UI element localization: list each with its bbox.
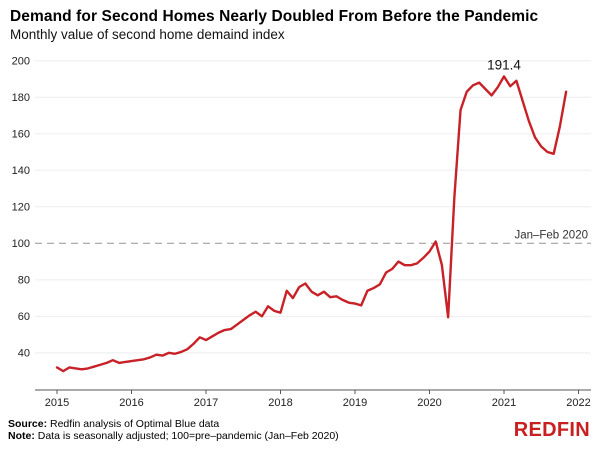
source-line: Source: Redfin analysis of Optimal Blue … xyxy=(8,418,339,430)
x-axis-label: 2021 xyxy=(492,397,516,409)
y-axis-label: 40 xyxy=(18,348,30,360)
x-axis-label: 2015 xyxy=(45,397,69,409)
y-axis-label: 140 xyxy=(12,165,30,177)
x-axis-label: 2022 xyxy=(566,397,590,409)
chart-header: Demand for Second Homes Nearly Doubled F… xyxy=(10,7,538,43)
redfin-logo: REDFIN xyxy=(513,419,590,441)
y-axis-label: 200 xyxy=(12,56,30,68)
peak-annotation: 191.4 xyxy=(487,57,521,72)
y-axis-label: 80 xyxy=(18,275,30,287)
y-axis-label: 120 xyxy=(12,202,30,214)
x-axis-label: 2017 xyxy=(194,397,218,409)
chart-footnote: Source: Redfin analysis of Optimal Blue … xyxy=(8,418,339,442)
y-axis-label: 100 xyxy=(12,238,30,250)
y-axis-label: 160 xyxy=(12,129,30,141)
x-axis-label: 2016 xyxy=(119,397,143,409)
y-axis-label: 180 xyxy=(12,92,30,104)
demand-line xyxy=(55,75,568,373)
x-axis-label: 2019 xyxy=(343,397,367,409)
source-label: Source: xyxy=(8,418,48,430)
note-line: Note: Data is seasonally adjusted; 100=p… xyxy=(8,430,339,442)
x-axis-label: 2020 xyxy=(417,397,441,409)
page-title: Demand for Second Homes Nearly Doubled F… xyxy=(10,8,539,25)
source-text: Redfin analysis of Optimal Blue data xyxy=(47,418,220,430)
chart-subtitle: Monthly value of second home demaind ind… xyxy=(10,27,285,42)
x-axis-label: 2018 xyxy=(268,397,292,409)
note-text: Data is seasonally adjusted; 100=pre–pan… xyxy=(34,430,339,442)
reference-line-label: Jan–Feb 2020 xyxy=(514,229,588,241)
y-axis-label: 60 xyxy=(18,311,30,323)
note-label: Note: xyxy=(8,430,35,442)
